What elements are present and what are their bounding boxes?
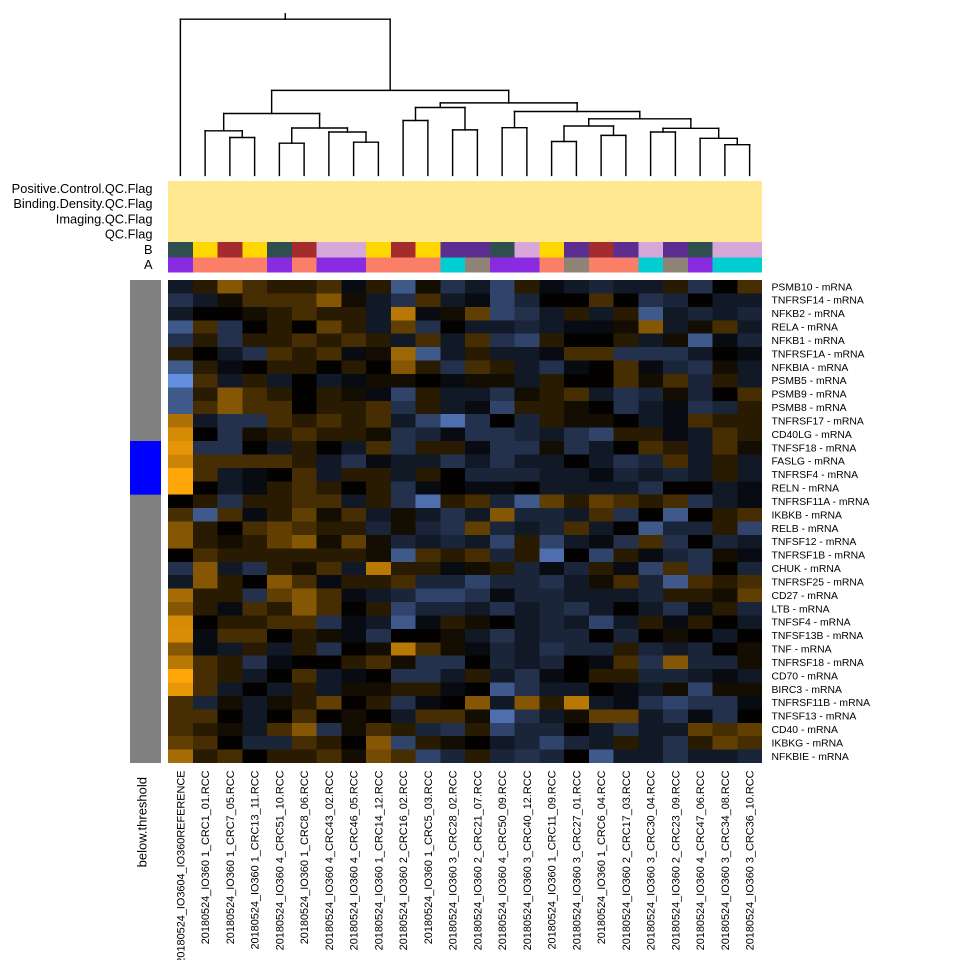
svg-text:NFKB1 - mRNA: NFKB1 - mRNA (772, 336, 845, 347)
svg-text:CD40LG - mRNA: CD40LG - mRNA (772, 430, 852, 441)
svg-text:NFKB2 - mRNA: NFKB2 - mRNA (772, 309, 845, 320)
svg-text:20180524_IO360 3_CRC28_02.RCC: 20180524_IO360 3_CRC28_02.RCC (448, 770, 460, 950)
svg-text:TNFRSF14 - mRNA: TNFRSF14 - mRNA (772, 296, 864, 307)
svg-text:20180524_IO360 3_CRC36_10.RCC: 20180524_IO360 3_CRC36_10.RCC (745, 770, 757, 950)
svg-text:TNFSF13 - mRNA: TNFSF13 - mRNA (772, 712, 857, 723)
svg-text:CD27 - mRNA: CD27 - mRNA (772, 591, 838, 602)
svg-text:20180524_IO360 2_CRC16_02.RCC: 20180524_IO360 2_CRC16_02.RCC (398, 770, 410, 950)
svg-text:20180524_IO360 3_CRC30_04.RCC: 20180524_IO360 3_CRC30_04.RCC (646, 770, 658, 950)
svg-text:PSMB5 - mRNA: PSMB5 - mRNA (772, 376, 847, 387)
svg-text:CHUK - mRNA: CHUK - mRNA (772, 564, 841, 575)
svg-text:20180524_IO360 1_CRC13_11.RCC: 20180524_IO360 1_CRC13_11.RCC (250, 770, 262, 949)
svg-text:QC.Flag: QC.Flag (105, 227, 153, 242)
svg-text:20180524_IO3604_IO360REFERENCE: 20180524_IO3604_IO360REFERENCE (175, 771, 187, 960)
svg-text:BIRC3 - mRNA: BIRC3 - mRNA (772, 685, 843, 696)
svg-text:20180524_IO360 1_CRC14_12.RCC: 20180524_IO360 1_CRC14_12.RCC (373, 770, 385, 950)
svg-text:20180524_IO360 3_CRC34_08.RCC: 20180524_IO360 3_CRC34_08.RCC (720, 770, 732, 950)
svg-text:20180524_IO360 2_CRC23_09.RCC: 20180524_IO360 2_CRC23_09.RCC (670, 770, 682, 950)
svg-text:RELA - mRNA: RELA - mRNA (772, 323, 838, 334)
svg-text:TNFRSF18 - mRNA: TNFRSF18 - mRNA (772, 658, 864, 669)
svg-text:LTB - mRNA: LTB - mRNA (772, 604, 830, 615)
svg-text:CD70 - mRNA: CD70 - mRNA (772, 671, 838, 682)
svg-text:RELB - mRNA: RELB - mRNA (772, 524, 839, 535)
svg-text:TNFRSF17 - mRNA: TNFRSF17 - mRNA (772, 416, 864, 427)
svg-text:PSMB9 - mRNA: PSMB9 - mRNA (772, 390, 847, 401)
svg-text:20180524_IO360 1_CRC5_03.RCC: 20180524_IO360 1_CRC5_03.RCC (423, 770, 435, 944)
svg-text:TNFRSF11B - mRNA: TNFRSF11B - mRNA (772, 698, 871, 709)
svg-text:FASLG - mRNA: FASLG - mRNA (772, 457, 845, 468)
svg-text:NFKBIE - mRNA: NFKBIE - mRNA (772, 752, 849, 763)
svg-text:20180524_IO360 4_CRC43_02.RCC: 20180524_IO360 4_CRC43_02.RCC (324, 770, 336, 950)
svg-text:IKBKB - mRNA: IKBKB - mRNA (772, 510, 843, 521)
svg-text:PSMB10 - mRNA: PSMB10 - mRNA (772, 282, 853, 293)
svg-text:CD40 - mRNA: CD40 - mRNA (772, 725, 838, 736)
svg-text:20180524_IO360 1_CRC1_01.RCC: 20180524_IO360 1_CRC1_01.RCC (200, 770, 212, 944)
svg-text:20180524_IO360 2_CRC21_07.RCC: 20180524_IO360 2_CRC21_07.RCC (472, 770, 484, 950)
svg-text:20180524_IO360 4_CRC50_09.RCC: 20180524_IO360 4_CRC50_09.RCC (497, 770, 509, 950)
svg-text:TNFSF4 - mRNA: TNFSF4 - mRNA (772, 618, 851, 629)
svg-text:TNFSF12 - mRNA: TNFSF12 - mRNA (772, 537, 857, 548)
svg-text:20180524_IO360 1_CRC8_06.RCC: 20180524_IO360 1_CRC8_06.RCC (299, 770, 311, 944)
svg-text:Binding.Density.QC.Flag: Binding.Density.QC.Flag (13, 196, 152, 211)
svg-text:PSMB8 - mRNA: PSMB8 - mRNA (772, 403, 847, 414)
svg-text:below.threshold: below.threshold (135, 777, 150, 867)
svg-text:Imaging.QC.Flag: Imaging.QC.Flag (56, 211, 153, 226)
svg-text:20180524_IO360 3_CRC27_01.RCC: 20180524_IO360 3_CRC27_01.RCC (571, 770, 583, 950)
svg-text:Positive.Control.QC.Flag: Positive.Control.QC.Flag (12, 181, 153, 196)
svg-text:TNFRSF1B - mRNA: TNFRSF1B - mRNA (772, 551, 866, 562)
svg-text:TNFRSF4 - mRNA: TNFRSF4 - mRNA (772, 470, 859, 481)
svg-text:B: B (144, 242, 153, 257)
svg-text:TNFSF18 - mRNA: TNFSF18 - mRNA (772, 443, 857, 454)
svg-text:20180524_IO360 1_CRC6_04.RCC: 20180524_IO360 1_CRC6_04.RCC (596, 770, 608, 944)
svg-text:RELN - mRNA: RELN - mRNA (772, 484, 840, 495)
svg-text:NFKBIA - mRNA: NFKBIA - mRNA (772, 363, 849, 374)
svg-text:20180524_IO360 4_CRC47_06.RCC: 20180524_IO360 4_CRC47_06.RCC (695, 770, 707, 950)
svg-text:20180524_IO360 1_CRC11_09.RCC: 20180524_IO360 1_CRC11_09.RCC (547, 770, 559, 949)
svg-text:20180524_IO360 3_CRC40_12.RCC: 20180524_IO360 3_CRC40_12.RCC (522, 770, 534, 950)
svg-text:TNFRSF1A - mRNA: TNFRSF1A - mRNA (772, 349, 865, 360)
svg-text:TNF - mRNA: TNF - mRNA (772, 645, 832, 656)
svg-text:20180524_IO360 4_CRC46_05.RCC: 20180524_IO360 4_CRC46_05.RCC (349, 770, 361, 950)
svg-text:TNFRSF25 - mRNA: TNFRSF25 - mRNA (772, 577, 864, 588)
svg-text:20180524_IO360 2_CRC17_03.RCC: 20180524_IO360 2_CRC17_03.RCC (621, 770, 633, 950)
svg-text:IKBKG - mRNA: IKBKG - mRNA (772, 738, 844, 749)
svg-text:TNFRSF11A - mRNA: TNFRSF11A - mRNA (772, 497, 870, 508)
svg-text:20180524_IO360 4_CRC51_10.RCC: 20180524_IO360 4_CRC51_10.RCC (274, 770, 286, 950)
svg-text:TNFSF13B - mRNA: TNFSF13B - mRNA (772, 631, 864, 642)
svg-text:A: A (144, 257, 153, 272)
svg-text:20180524_IO360 1_CRC7_05.RCC: 20180524_IO360 1_CRC7_05.RCC (225, 770, 237, 944)
